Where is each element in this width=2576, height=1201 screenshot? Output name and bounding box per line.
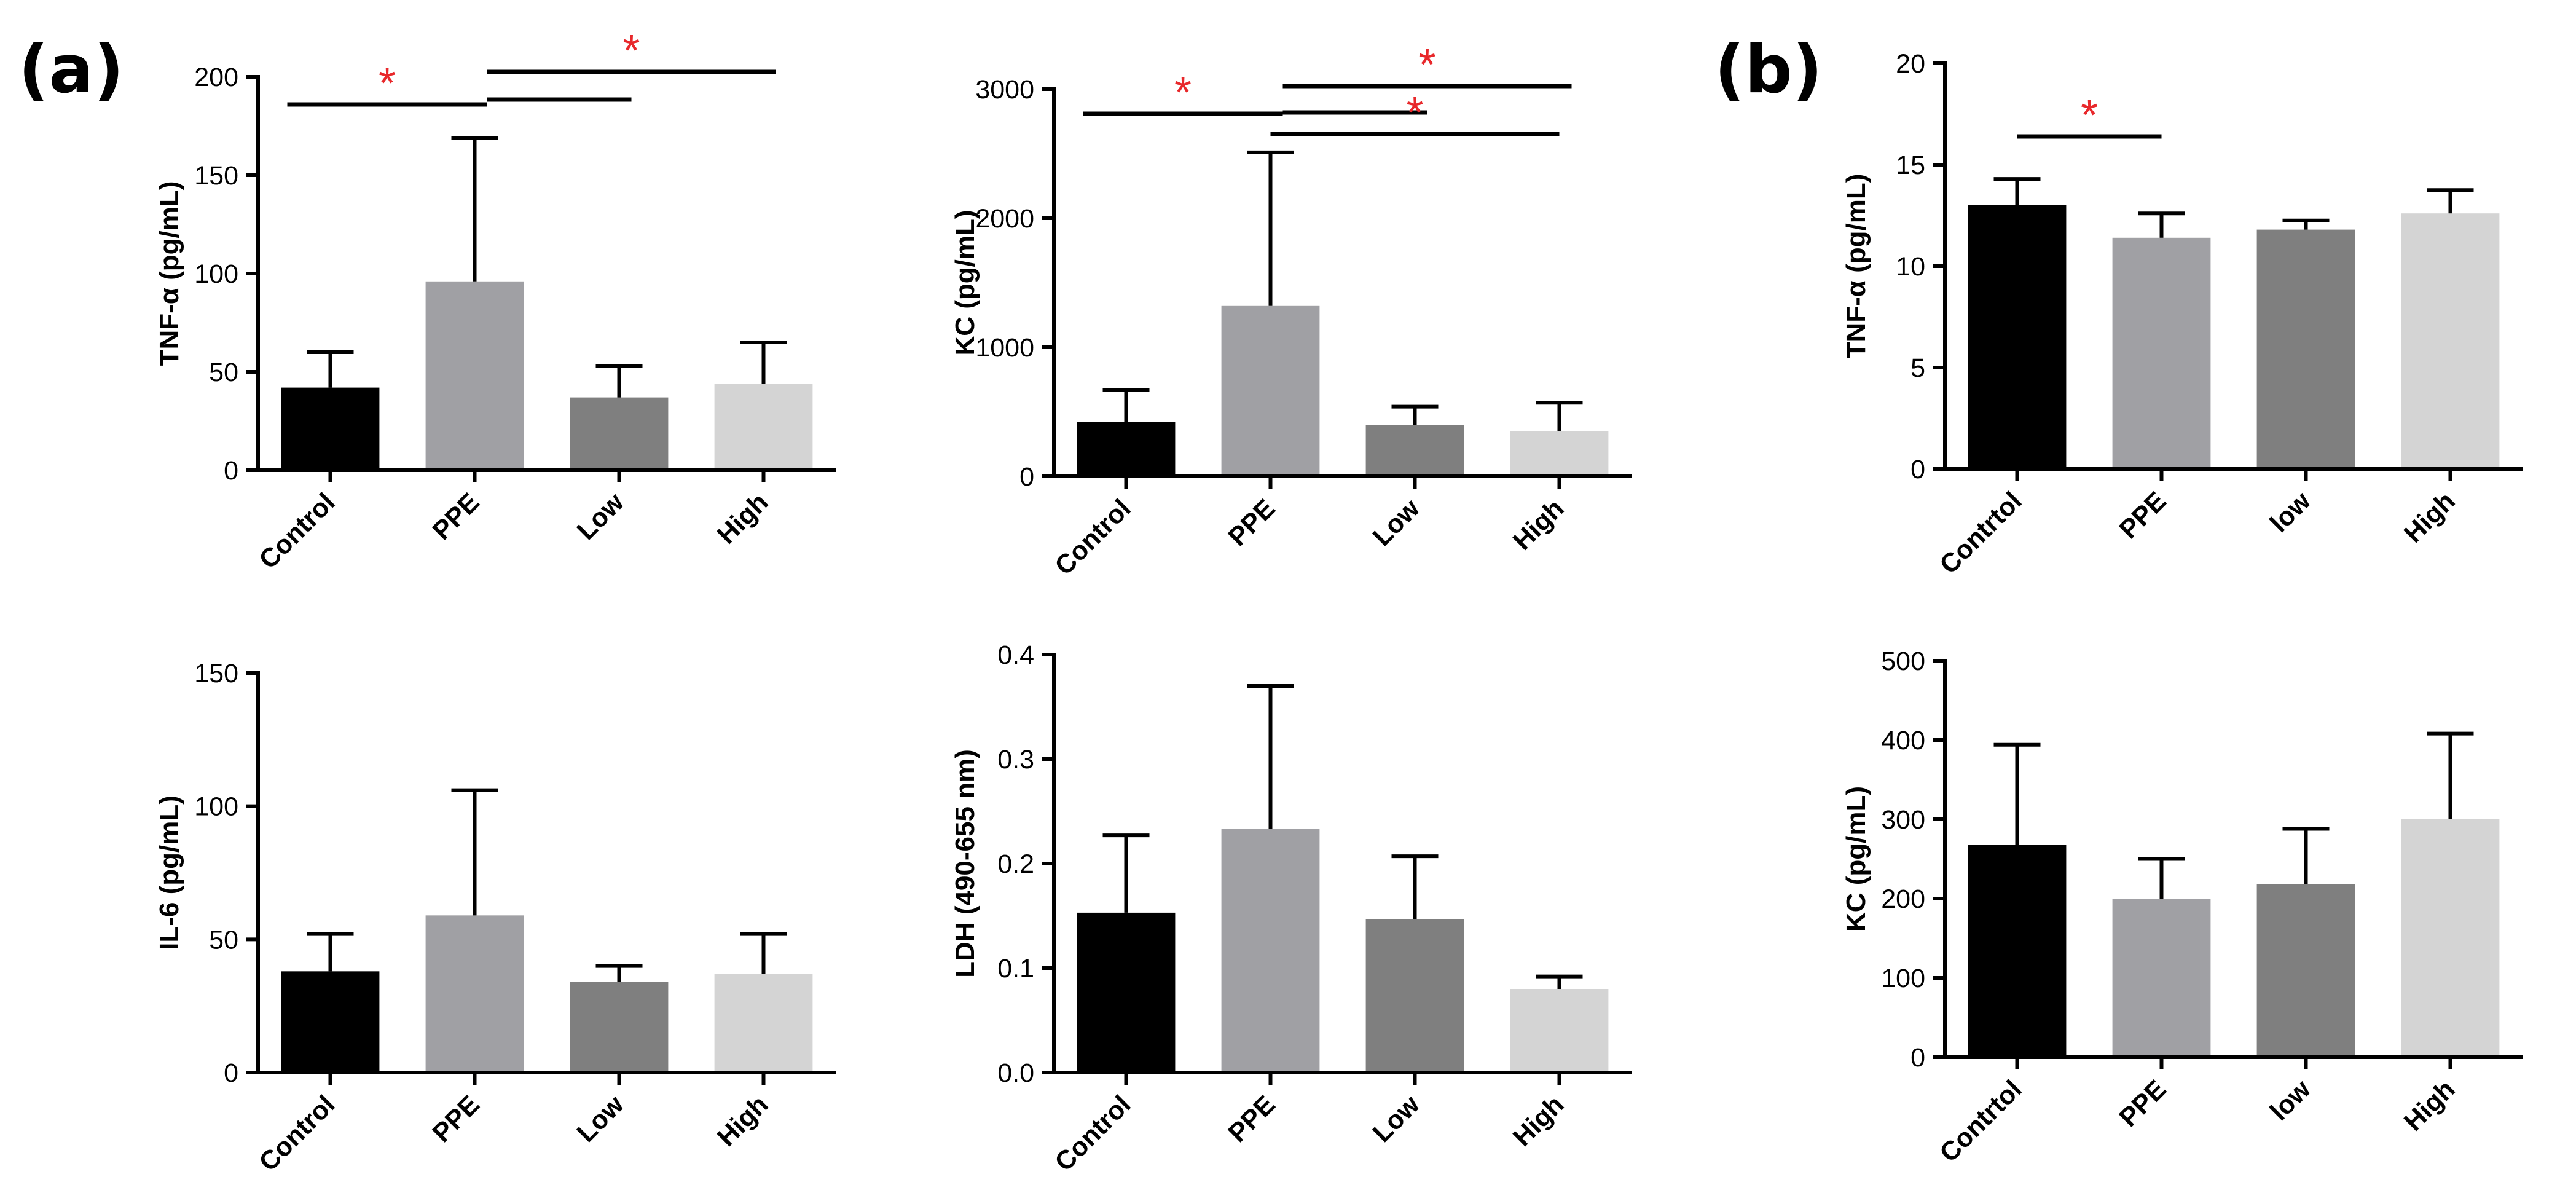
chart-a_tnf: 0 50 100 150 200 Control PPE Low High TNF-α (pg/m… — [154, 26, 836, 575]
category-label-b_kc-3: High — [2398, 1074, 2461, 1137]
y-tick-label-a_kc-2: 2000 — [975, 204, 1034, 234]
bar-a_ldh-3 — [1510, 989, 1609, 1073]
bar-a_ldh-2 — [1365, 919, 1464, 1073]
y-tick-label-b_kc-1: 100 — [1881, 964, 1925, 993]
bar-b_kc-0 — [1968, 845, 2067, 1057]
significance-star-a_tnf-2: * — [622, 26, 640, 76]
bar-b_tnf-1 — [2112, 237, 2211, 469]
y-tick-label-a_kc-0: 0 — [1019, 462, 1034, 492]
bar-b_tnf-3 — [2401, 213, 2500, 469]
category-label-b_kc-0: Contrtol — [1934, 1074, 2027, 1168]
panel-label-b: (b) — [1714, 31, 1823, 108]
category-label-a_tnf-2: Low — [571, 487, 630, 546]
bar-b_kc-2 — [2256, 884, 2355, 1057]
category-label-a_ldh-3: High — [1507, 1090, 1570, 1152]
significance-star-a_kc-0: * — [1174, 68, 1192, 117]
significance-star-b_tnf-0: * — [2081, 91, 2098, 140]
significance-star-a_ldh-0: * — [1406, 89, 1423, 138]
category-label-b_tnf-2: low — [2264, 486, 2317, 538]
category-label-a_kc-0: Control — [1050, 494, 1137, 581]
y-tick-label-a_il6-2: 100 — [194, 792, 238, 822]
chart-a_il6: 0 50 100 150 Control PPE Low High IL-6 (pg/mL) — [154, 659, 836, 1177]
category-label-a_ldh-0: Control — [1050, 1090, 1137, 1177]
y-tick-label-b_kc-0: 0 — [1910, 1043, 1925, 1073]
y-axis-title-a_il6: IL-6 (pg/mL) — [154, 795, 184, 950]
category-label-a_tnf-0: Control — [254, 487, 341, 575]
bar-a_il6-0 — [281, 971, 380, 1073]
y-axis-title-b_kc: KC (pg/mL) — [1841, 786, 1871, 932]
chart-b_kc: 0 100 200 300 400 500 Contrtol PPE low High KC (pg… — [1841, 647, 2523, 1168]
y-tick-label-a_il6-1: 50 — [209, 925, 238, 955]
y-tick-label-b_tnf-0: 0 — [1910, 455, 1925, 484]
bar-b_tnf-2 — [2256, 229, 2355, 469]
y-tick-label-a_tnf-4: 200 — [194, 63, 238, 92]
y-tick-label-a_il6-0: 0 — [224, 1058, 238, 1088]
bar-a_il6-2 — [570, 982, 669, 1073]
bar-b_kc-3 — [2401, 819, 2500, 1057]
category-label-a_kc-1: PPE — [1223, 494, 1281, 552]
category-label-b_tnf-3: High — [2398, 486, 2461, 549]
y-tick-label-a_tnf-0: 0 — [224, 456, 238, 486]
y-tick-label-a_kc-1: 1000 — [975, 333, 1034, 363]
bar-a_tnf-3 — [714, 384, 813, 470]
chart-b_tnf: 0 5 10 15 20 Contrtol PPE low High TNF-α (pg/mL) * — [1841, 49, 2523, 580]
y-tick-label-b_tnf-1: 5 — [1910, 353, 1925, 383]
bar-a_ldh-0 — [1077, 912, 1176, 1073]
y-tick-label-b_tnf-4: 20 — [1896, 49, 1925, 79]
y-tick-label-b_kc-5: 500 — [1881, 647, 1925, 676]
significance-star-a_kc-2: * — [1418, 41, 1435, 90]
bar-a_kc-1 — [1221, 305, 1320, 476]
category-label-b_tnf-0: Contrtol — [1934, 486, 2027, 580]
category-label-a_ldh-2: Low — [1367, 1090, 1426, 1148]
bar-a_il6-1 — [425, 915, 524, 1073]
category-label-b_kc-1: PPE — [2114, 1074, 2172, 1133]
panel-label-a: (a) — [18, 31, 124, 108]
y-tick-label-a_ldh-3: 0.3 — [997, 745, 1034, 774]
y-axis-title-a_tnf: TNF-α (pg/mL) — [154, 181, 184, 366]
y-tick-label-a_tnf-3: 150 — [194, 161, 238, 191]
bar-a_kc-3 — [1510, 431, 1609, 476]
y-axis-title-a_kc: KC (pg/mL) — [950, 210, 980, 355]
category-label-a_kc-2: Low — [1367, 494, 1426, 552]
chart-a_kc: 0 1000 2000 3000 Control PPE Low High KC (pg/mL)… — [950, 41, 1632, 581]
y-axis-title-b_tnf: TNF-α (pg/mL) — [1841, 174, 1871, 359]
category-label-a_tnf-1: PPE — [427, 487, 485, 546]
y-tick-label-b_kc-3: 300 — [1881, 805, 1925, 835]
category-label-b_kc-2: low — [2264, 1074, 2317, 1127]
y-tick-label-a_ldh-4: 0.4 — [997, 640, 1034, 670]
y-tick-label-b_tnf-2: 10 — [1896, 252, 1925, 282]
category-label-a_il6-1: PPE — [427, 1090, 485, 1148]
bar-a_tnf-2 — [570, 397, 669, 470]
category-label-a_il6-3: High — [712, 1090, 774, 1152]
bar-a_kc-0 — [1077, 422, 1176, 476]
y-tick-label-a_ldh-1: 0.1 — [997, 954, 1034, 983]
category-label-a_kc-3: High — [1507, 494, 1570, 556]
y-tick-label-a_tnf-1: 50 — [209, 358, 238, 387]
bar-b_kc-1 — [2112, 899, 2211, 1057]
y-tick-label-b_kc-4: 400 — [1881, 726, 1925, 755]
bar-a_tnf-1 — [425, 281, 524, 470]
category-label-a_ldh-1: PPE — [1223, 1090, 1281, 1148]
y-tick-label-a_ldh-0: 0.0 — [997, 1058, 1034, 1088]
category-label-b_tnf-1: PPE — [2114, 486, 2172, 545]
category-label-a_tnf-3: High — [712, 487, 774, 550]
bar-a_il6-3 — [714, 974, 813, 1073]
bar-a_kc-2 — [1365, 425, 1464, 476]
y-tick-label-b_tnf-3: 15 — [1896, 151, 1925, 180]
category-label-a_il6-0: Control — [254, 1090, 341, 1177]
y-tick-label-a_ldh-2: 0.2 — [997, 849, 1034, 879]
y-tick-label-a_kc-3: 3000 — [975, 75, 1034, 104]
bar-b_tnf-0 — [1968, 205, 2067, 469]
bar-a_tnf-0 — [281, 387, 380, 470]
y-axis-title-a_ldh: LDH (490-655 nm) — [950, 749, 980, 978]
y-tick-label-b_kc-2: 200 — [1881, 884, 1925, 914]
bar-a_ldh-1 — [1221, 829, 1320, 1073]
y-tick-label-a_il6-3: 150 — [194, 659, 238, 688]
category-label-a_il6-2: Low — [571, 1090, 630, 1148]
significance-star-a_tnf-0: * — [379, 59, 396, 108]
y-tick-label-a_tnf-2: 100 — [194, 259, 238, 289]
